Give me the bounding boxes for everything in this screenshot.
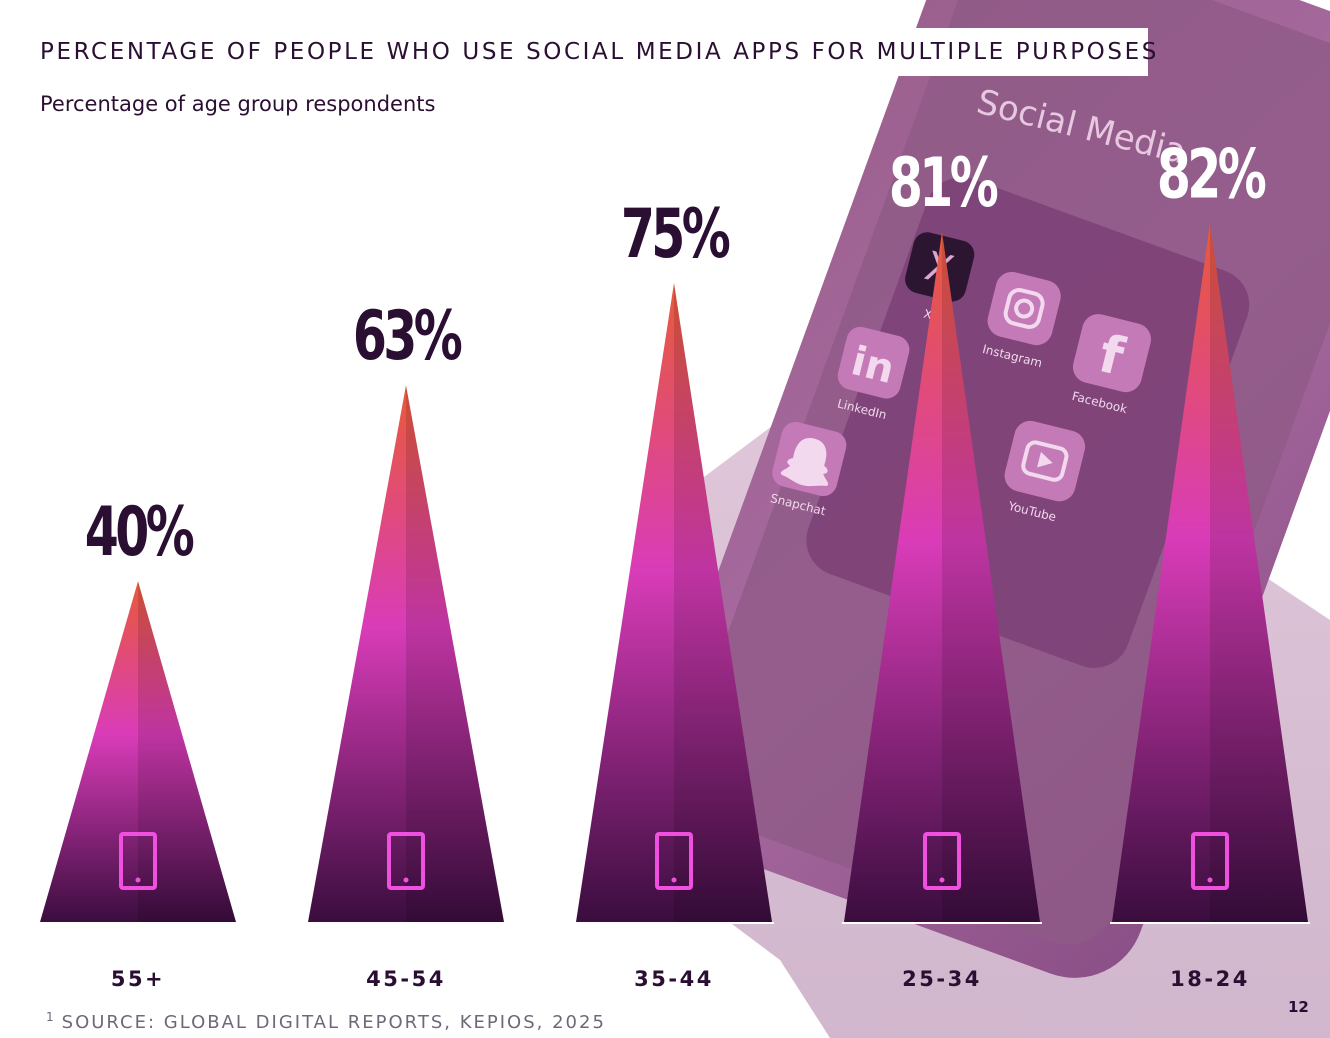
bar-55 — [40, 581, 236, 922]
bar-shade-18-24 — [1210, 223, 1308, 923]
page-subtitle: Percentage of age group respondents — [40, 92, 436, 116]
category-label-25-34: 25-34 — [902, 967, 982, 991]
page-title: PERCENTAGE OF PEOPLE WHO USE SOCIAL MEDI… — [40, 39, 1159, 65]
bar-45-54 — [308, 385, 504, 922]
bar-shade-35-44 — [674, 283, 772, 922]
smartphone-icon — [119, 832, 157, 890]
category-label-35-44: 35-44 — [634, 967, 714, 991]
source-note: 1 SOURCE: GLOBAL DIGITAL REPORTS, KEPIOS,… — [46, 1010, 606, 1033]
value-label-18-24: 82% — [1157, 134, 1266, 213]
source-footnote-mark: 1 — [46, 1010, 56, 1024]
page-number: 12 — [1288, 998, 1309, 1016]
smartphone-icon — [655, 832, 693, 890]
value-label-25-34: 81% — [889, 143, 998, 222]
instagram-icon — [987, 271, 1061, 346]
value-label-45-54: 63% — [353, 296, 462, 375]
value-label-55: 40% — [85, 492, 194, 571]
bar-25-34 — [844, 231, 1040, 922]
source-text: SOURCE: GLOBAL DIGITAL REPORTS, KEPIOS, … — [61, 1012, 606, 1033]
bar-shade-55 — [138, 581, 236, 922]
linkedin-icon — [837, 326, 910, 399]
category-label-55: 55+ — [111, 967, 165, 991]
category-label-45-54: 45-54 — [366, 967, 446, 991]
category-label-18-24: 18-24 — [1170, 967, 1250, 991]
smartphone-icon — [387, 832, 425, 890]
bar-18-24 — [1112, 223, 1308, 923]
bar-shade-25-34 — [942, 231, 1040, 922]
facebook-icon — [1072, 314, 1151, 393]
bar-35-44 — [576, 283, 772, 922]
app-label-x: X — [922, 307, 933, 323]
title-backdrop — [24, 28, 1148, 76]
smartphone-icon — [923, 832, 961, 890]
smartphone-icon — [1191, 832, 1229, 890]
value-label-35-44: 75% — [621, 194, 730, 273]
bar-shade-45-54 — [406, 385, 504, 922]
